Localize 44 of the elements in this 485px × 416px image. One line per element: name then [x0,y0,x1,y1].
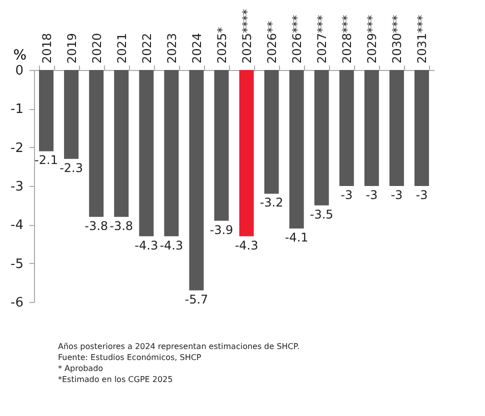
y-tick-label: -6 [10,296,24,310]
x-tick-label: 2026*** [290,14,304,64]
text: * Aprobado [58,363,104,374]
data-label: -4.1 [284,230,308,245]
x-tick-label: 2018 [40,32,54,64]
data-label: -4.3 [134,238,158,252]
data-label: -3 [340,188,353,202]
data-label: -3.5 [310,207,334,222]
y-tick-label: -3 [10,180,24,194]
source-note: Fuente: Estudios Económicos, SHCP [58,352,202,363]
data-label: -3.8 [110,218,134,233]
data-label: -2.1 [34,153,58,168]
x-tick-label: 2029*** [365,14,380,64]
x-tick-label: 2019 [64,32,79,64]
data-label: -3 [366,188,378,202]
y-tick-label: -1 [10,102,24,118]
data-label: -4.3 [160,238,184,252]
y-tick-label: -4 [10,218,24,234]
x-tick-label: 2027*** [315,14,330,64]
x-tick-label: 2022 [140,32,154,64]
x-tick-label: 2023 [164,32,179,64]
data-label: -3.9 [210,222,234,237]
x-tick-label: 2030*** [390,14,404,64]
y-tick-label: -2 [10,140,24,156]
data-label: -3 [416,188,428,202]
y-tick-label: -5 [10,256,24,272]
data-label: -4.3 [234,238,258,252]
x-tick-label: 2025* [214,26,229,64]
x-tick-label: 2031*** [415,14,430,64]
x-tick-label: 2026** [265,20,280,64]
x-tick-label: 2020 [90,32,104,64]
text: Años posteriores a 2024 representan estimaciones de SHCP. [58,341,301,352]
y-axis-title: % [13,48,26,64]
data-label: -2.3 [60,160,84,175]
text: *Estimado en los CGPE 2025 [58,374,174,385]
x-tick-label: 2028*** [340,14,354,64]
y-tick-label: 0 [15,64,24,78]
data-label: -3 [390,188,403,202]
data-label: -3.2 [260,196,284,210]
x-tick-label: 2021 [114,32,129,64]
x-tick-label: 2024 [190,32,204,64]
data-label: -3.8 [84,218,108,233]
data-label: -5.7 [184,292,208,306]
x-tick-label: 2025**** [240,8,254,64]
